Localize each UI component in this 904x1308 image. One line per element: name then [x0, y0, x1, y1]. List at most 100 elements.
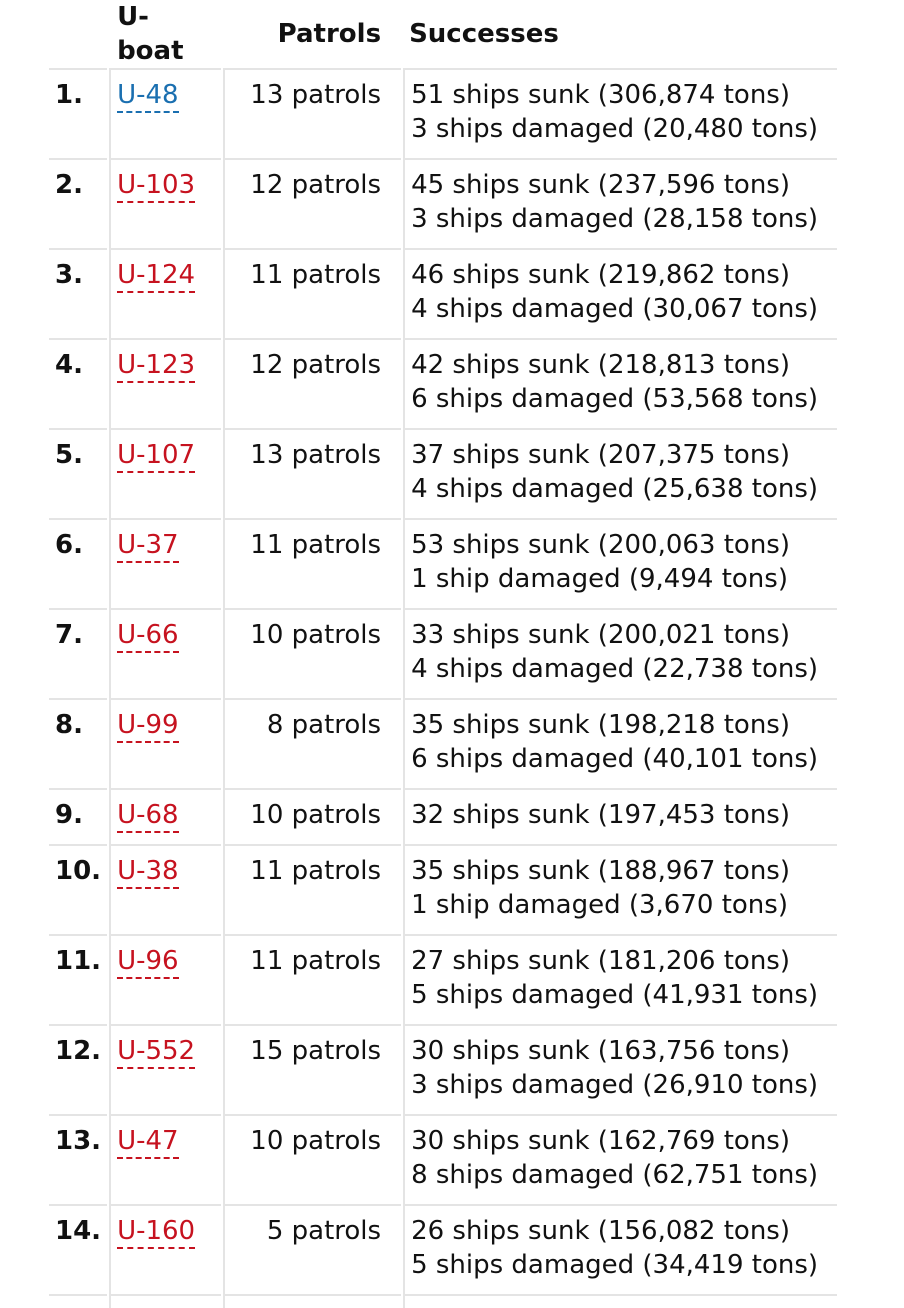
partial-cell	[109, 1294, 222, 1308]
rank-cell: 4.	[49, 338, 108, 428]
successes-cell: 53 ships sunk (200,063 tons) 1 ship damag…	[403, 518, 838, 608]
uboat-link[interactable]: U-103	[117, 170, 196, 203]
patrols-cell: 11 patrols	[223, 934, 402, 1024]
uboat-link[interactable]: U-124	[117, 260, 196, 293]
rank-cell: 6.	[49, 518, 108, 608]
uboat-cell: U-38	[109, 844, 222, 934]
rank-cell: 13.	[49, 1114, 108, 1204]
uboat-link[interactable]: U-37	[117, 530, 179, 563]
table-row: 4. U-123 12 patrols 42 ships sunk (218,813 …	[49, 338, 838, 428]
patrols-cell: 12 patrols	[223, 158, 402, 248]
uboat-link[interactable]: U-107	[117, 440, 196, 473]
ships-sunk: 30 ships sunk (162,769 tons)	[411, 1126, 790, 1156]
table-row: 12. U-552 15 patrols 30 ships sunk (163,756…	[49, 1024, 838, 1114]
patrols-cell: 15 patrols	[223, 1024, 402, 1114]
patrols-cell: 10 patrols	[223, 608, 402, 698]
successes-cell: 32 ships sunk (197,453 tons)	[403, 788, 838, 844]
uboat-cell: U-552	[109, 1024, 222, 1114]
rank-cell: 12.	[49, 1024, 108, 1114]
uboat-link[interactable]: U-123	[117, 350, 196, 383]
uboat-cell: U-37	[109, 518, 222, 608]
table-row: 14. U-160 5 patrols 26 ships sunk (156,082 …	[49, 1204, 838, 1294]
rank-cell: 5.	[49, 428, 108, 518]
ships-sunk: 27 ships sunk (181,206 tons)	[411, 946, 790, 976]
successes-cell: 35 ships sunk (188,967 tons) 1 ship damag…	[403, 844, 838, 934]
uboat-link[interactable]: U-160	[117, 1216, 196, 1249]
ships-damaged: 3 ships damaged (28,158 tons)	[411, 204, 819, 234]
header-patrols: Patrols	[277, 19, 382, 49]
ships-damaged: 3 ships damaged (26,910 tons)	[411, 1070, 819, 1100]
successes-cell: 30 ships sunk (162,769 tons) 8 ships dama…	[403, 1114, 838, 1204]
uboat-cell: U-103	[109, 158, 222, 248]
ships-sunk: 46 ships sunk (219,862 tons)	[411, 260, 790, 290]
ships-damaged: 4 ships damaged (30,067 tons)	[411, 294, 819, 324]
patrols-cell: 10 patrols	[223, 788, 402, 844]
successes-cell: 27 ships sunk (181,206 tons) 5 ships dama…	[403, 934, 838, 1024]
partial-cell	[49, 1294, 108, 1308]
uboat-cell: U-99	[109, 698, 222, 788]
table-row: 8. U-99 8 patrols 35 ships sunk (198,218 to…	[49, 698, 838, 788]
rank-cell: 10.	[49, 844, 108, 934]
uboat-link[interactable]: U-38	[117, 856, 179, 889]
ships-sunk: 35 ships sunk (198,218 tons)	[411, 710, 790, 740]
successes-cell: 42 ships sunk (218,813 tons) 6 ships dama…	[403, 338, 838, 428]
ships-damaged: 1 ship damaged (9,494 tons)	[411, 564, 788, 594]
ships-damaged: 1 ship damaged (3,670 tons)	[411, 890, 788, 920]
uboat-cell: U-124	[109, 248, 222, 338]
ships-sunk: 42 ships sunk (218,813 tons)	[411, 350, 790, 380]
partial-cell	[403, 1294, 838, 1308]
uboat-link[interactable]: U-47	[117, 1126, 179, 1159]
ships-sunk: 53 ships sunk (200,063 tons)	[411, 530, 790, 560]
table-row: 3. U-124 11 patrols 46 ships sunk (219,862 …	[49, 248, 838, 338]
header-uboat: U-boat	[117, 2, 184, 66]
uboat-link[interactable]: U-48	[117, 80, 179, 113]
rank-cell: 2.	[49, 158, 108, 248]
patrols-cell: 5 patrols	[223, 1204, 402, 1294]
successes-cell: 45 ships sunk (237,596 tons) 3 ships dama…	[403, 158, 838, 248]
ships-sunk: 35 ships sunk (188,967 tons)	[411, 856, 790, 886]
uboat-link[interactable]: U-99	[117, 710, 179, 743]
patrols-cell: 11 patrols	[223, 248, 402, 338]
uboat-link[interactable]: U-66	[117, 620, 179, 653]
rank-cell: 14.	[49, 1204, 108, 1294]
table-row: 11. U-96 11 patrols 27 ships sunk (181,206 …	[49, 934, 838, 1024]
partial-cell	[223, 1294, 402, 1308]
uboat-link[interactable]: U-96	[117, 946, 179, 979]
uboat-cell: U-123	[109, 338, 222, 428]
ships-sunk: 30 ships sunk (163,756 tons)	[411, 1036, 790, 1066]
patrols-cell: 13 patrols	[223, 428, 402, 518]
table-row: 7. U-66 10 patrols 33 ships sunk (200,021 t…	[49, 608, 838, 698]
rank-cell: 8.	[49, 698, 108, 788]
successes-cell: 46 ships sunk (219,862 tons) 4 ships dama…	[403, 248, 838, 338]
ships-sunk: 32 ships sunk (197,453 tons)	[411, 800, 790, 830]
successes-cell: 51 ships sunk (306,874 tons) 3 ships dama…	[403, 68, 838, 158]
rank-cell: 7.	[49, 608, 108, 698]
ships-sunk: 37 ships sunk (207,375 tons)	[411, 440, 790, 470]
ships-damaged: 6 ships damaged (40,101 tons)	[411, 744, 819, 774]
header-rank	[49, 0, 107, 68]
successes-cell: 30 ships sunk (163,756 tons) 3 ships dama…	[403, 1024, 838, 1114]
table-row: 1. U-48 13 patrols 51 ships sunk (306,874 t…	[49, 68, 838, 158]
table-row: 10. U-38 11 patrols 35 ships sunk (188,967 …	[49, 844, 838, 934]
uboat-link[interactable]: U-552	[117, 1036, 196, 1069]
table-row: 6. U-37 11 patrols 53 ships sunk (200,063 t…	[49, 518, 838, 608]
rank-cell: 11.	[49, 934, 108, 1024]
uboat-cell: U-96	[109, 934, 222, 1024]
ships-sunk: 26 ships sunk (156,082 tons)	[411, 1216, 790, 1246]
successes-cell: 26 ships sunk (156,082 tons) 5 ships dama…	[403, 1204, 838, 1294]
ships-damaged: 5 ships damaged (41,931 tons)	[411, 980, 819, 1010]
ships-damaged: 4 ships damaged (22,738 tons)	[411, 654, 819, 684]
uboat-cell: U-107	[109, 428, 222, 518]
ships-damaged: 5 ships damaged (34,419 tons)	[411, 1250, 819, 1280]
rank-cell: 1.	[49, 68, 108, 158]
patrols-cell: 12 patrols	[223, 338, 402, 428]
successes-cell: 37 ships sunk (207,375 tons) 4 ships dama…	[403, 428, 838, 518]
patrols-cell: 11 patrols	[223, 518, 402, 608]
uboat-cell: U-47	[109, 1114, 222, 1204]
uboat-cell: U-66	[109, 608, 222, 698]
rank-cell: 9.	[49, 788, 108, 844]
uboat-cell: U-68	[109, 788, 222, 844]
header-successes: Successes	[409, 19, 559, 49]
uboat-link[interactable]: U-68	[117, 800, 179, 833]
table-row: 9. U-68 10 patrols 32 ships sunk (197,453 t…	[49, 788, 838, 844]
